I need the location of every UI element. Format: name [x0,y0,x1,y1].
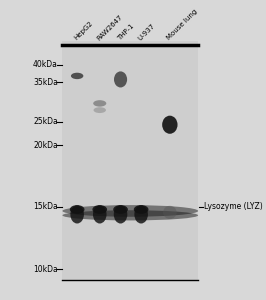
Text: Lysozyme (LYZ): Lysozyme (LYZ) [204,202,263,211]
Ellipse shape [94,107,106,113]
Text: 20kDa: 20kDa [33,141,58,150]
Text: THP-1: THP-1 [116,23,135,41]
Ellipse shape [70,206,84,224]
Ellipse shape [71,73,83,79]
Text: HepG2: HepG2 [73,20,94,41]
Text: 10kDa: 10kDa [33,265,58,274]
Text: 25kDa: 25kDa [33,117,58,126]
Text: 35kDa: 35kDa [33,78,58,87]
Ellipse shape [63,205,198,217]
Ellipse shape [92,205,107,214]
Ellipse shape [93,100,106,106]
Text: U-937: U-937 [137,22,156,41]
Ellipse shape [134,205,148,214]
Ellipse shape [162,116,177,134]
Ellipse shape [134,206,148,224]
Ellipse shape [114,206,127,224]
Text: 15kDa: 15kDa [33,202,58,211]
Bar [63,41,198,281]
Text: 40kDa: 40kDa [33,60,58,69]
Text: Mouse lung: Mouse lung [166,9,198,41]
Ellipse shape [163,206,177,219]
Text: RAW2647: RAW2647 [95,14,123,41]
Ellipse shape [70,205,85,214]
Ellipse shape [93,206,107,224]
Ellipse shape [114,71,127,88]
Ellipse shape [63,210,198,220]
Ellipse shape [113,205,128,214]
